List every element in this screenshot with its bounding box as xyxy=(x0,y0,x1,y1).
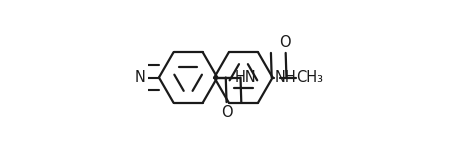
Text: HN: HN xyxy=(234,70,256,85)
Text: CH₃: CH₃ xyxy=(296,70,323,85)
Text: N: N xyxy=(135,70,145,85)
Text: O: O xyxy=(279,35,291,50)
Text: NH: NH xyxy=(274,70,296,85)
Text: O: O xyxy=(221,105,233,120)
